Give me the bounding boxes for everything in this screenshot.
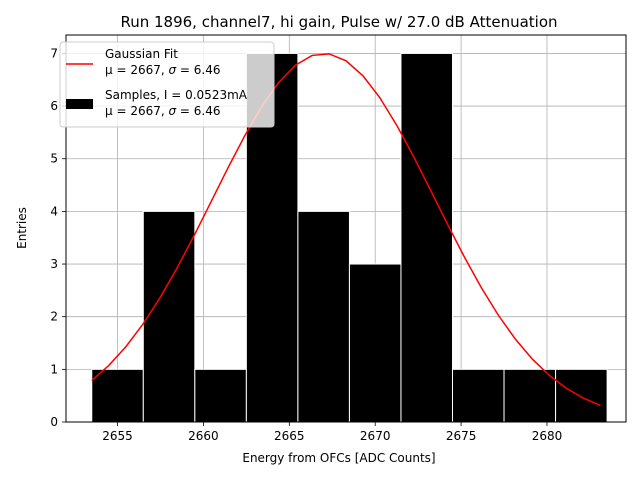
gaussian-fit [91, 53, 601, 407]
y-tick-label: 7 [50, 46, 58, 60]
x-axis-label: Energy from OFCs [ADC Counts] [242, 451, 435, 465]
y-tick-label: 6 [50, 99, 58, 113]
histogram-bar [555, 368, 608, 423]
legend-box [59, 41, 275, 128]
chart-title: Run 1896, channel7, hi gain, Pulse w/ 27… [120, 13, 557, 31]
legend-mu-text: μ = 2667, [105, 63, 169, 77]
x-axis-ticks: 2655 2660 2665 2670 2675 2680 [102, 422, 562, 443]
histogram-bars [91, 52, 608, 423]
legend-samples-patch [66, 99, 93, 109]
y-tick-label: 4 [50, 204, 58, 218]
x-tick-label: 2675 [446, 429, 477, 443]
histogram-bar [400, 52, 454, 423]
histogram-bar [91, 368, 144, 423]
legend-sigma-value: = 6.46 [176, 104, 220, 118]
legend-entry-label: Gaussian Fit [105, 47, 178, 61]
legend: Gaussian Fit μ = 2667, σ = 6.46 Samples, I… [59, 41, 275, 128]
y-axis-label: Entries [15, 207, 29, 249]
x-tick-label: 2660 [188, 429, 219, 443]
y-tick-label: 3 [50, 257, 58, 271]
histogram-bar [194, 368, 247, 423]
legend-sigma-symbol: σ [169, 104, 177, 118]
y-tick-label: 1 [50, 362, 58, 376]
legend-mu-text: μ = 2667, [105, 104, 169, 118]
histogram-bar [348, 263, 402, 423]
histogram-bar [503, 368, 557, 423]
legend-sigma-symbol: σ [169, 63, 177, 77]
plot-frame [65, 34, 627, 423]
y-tick-label: 0 [50, 415, 58, 429]
x-tick-label: 2670 [360, 429, 391, 443]
histogram-bar [452, 368, 505, 423]
x-tick-label: 2680 [532, 429, 563, 443]
x-tick-label: 2655 [102, 429, 133, 443]
y-tick-label: 5 [50, 152, 58, 166]
x-tick-label: 2665 [274, 429, 305, 443]
legend-entry-stats: μ = 2667, σ = 6.46 [105, 63, 221, 77]
legend-entry-stats: μ = 2667, σ = 6.46 [105, 104, 221, 118]
fit-curve-line [91, 53, 601, 407]
legend-sigma-value: = 6.46 [176, 63, 220, 77]
histogram-bar [142, 210, 196, 423]
legend-entry-label: Samples, I = 0.0523mA [105, 88, 248, 102]
y-tick-label: 2 [50, 310, 58, 324]
histogram-bar [297, 210, 350, 423]
